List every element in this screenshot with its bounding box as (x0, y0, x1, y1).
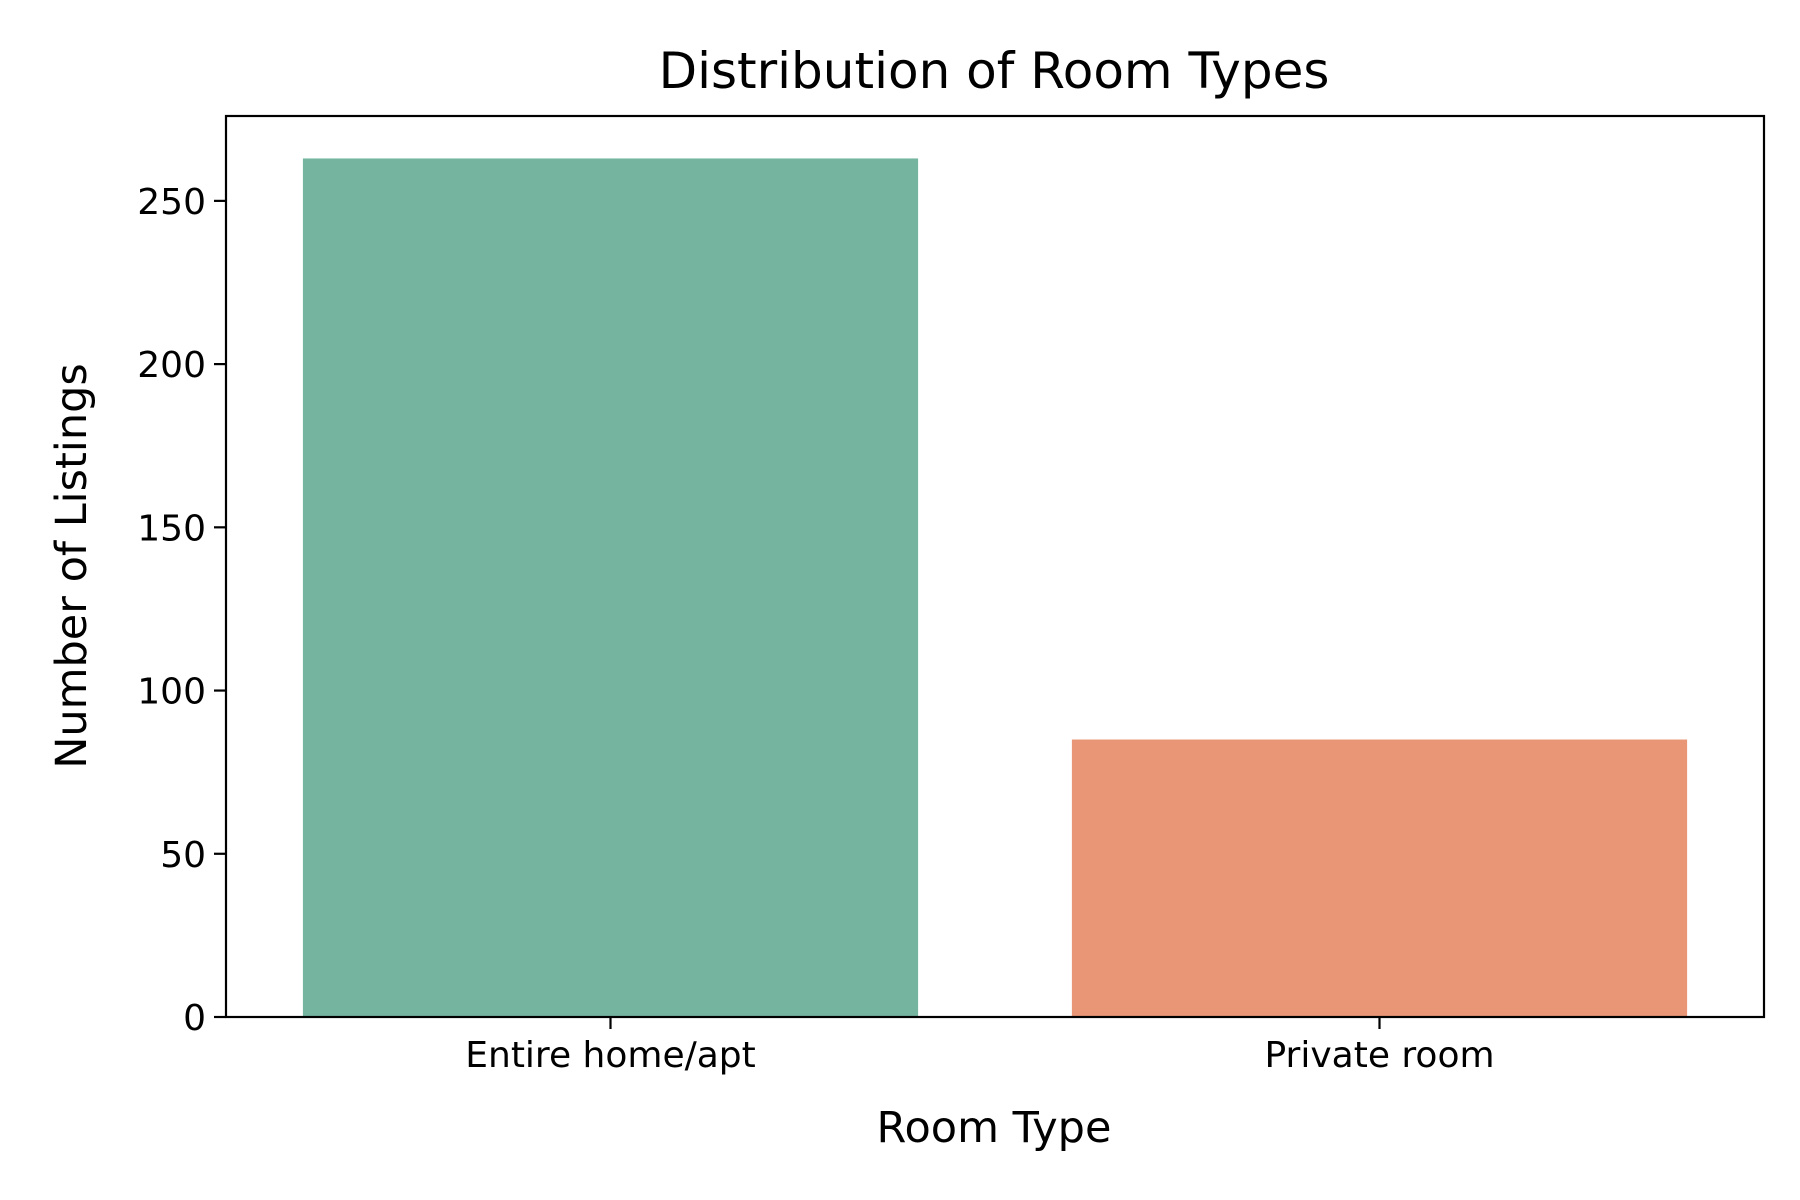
x-axis-label: Room Type (877, 1103, 1112, 1153)
x-tick-label: Private room (1264, 1035, 1494, 1076)
y-tick-label: 0 (183, 998, 206, 1039)
y-tick-label: 150 (137, 508, 206, 549)
y-tick-label: 100 (137, 672, 206, 713)
bar-private-room (1071, 739, 1688, 1017)
x-axis: Entire home/apt Private room (465, 1017, 1495, 1076)
bars-group (302, 158, 1688, 1017)
y-tick-label: 50 (160, 835, 206, 876)
plot-frame (224, 114, 1766, 1019)
y-axis: 0 50 100 150 200 250 (137, 182, 226, 1039)
x-tick-label: Entire home/apt (465, 1035, 756, 1076)
y-tick-label: 200 (137, 345, 206, 386)
y-tick-label: 250 (137, 182, 206, 223)
chart-title: Distribution of Room Types (659, 42, 1330, 100)
bar-entire-home-apt (302, 158, 919, 1017)
y-axis-label: Number of Listings (47, 363, 97, 769)
